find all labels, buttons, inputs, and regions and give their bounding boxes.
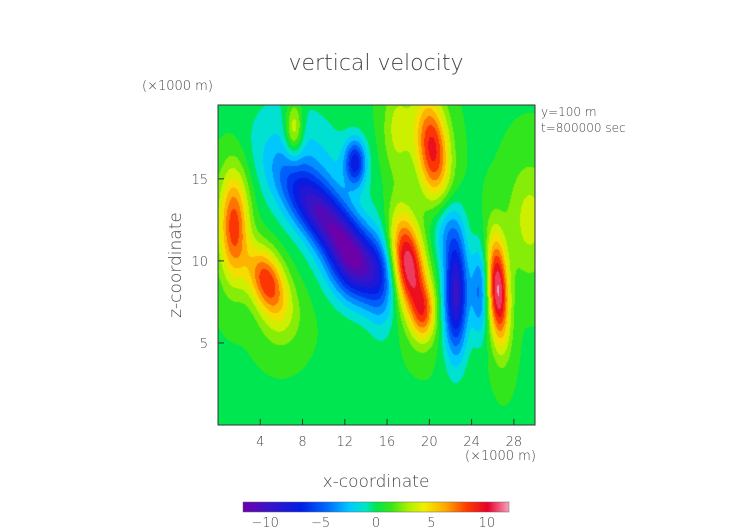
annotation-y: y=100 m	[541, 105, 597, 119]
heatmap-plot	[217, 104, 536, 426]
x-tick-label: 16	[379, 435, 396, 450]
colorbar: −10 −5 0 5 10	[242, 501, 510, 531]
y-tick-label: 10	[191, 255, 208, 270]
colorbar-tick-label: 10	[479, 516, 496, 531]
colorbar-tick-label: 5	[427, 516, 435, 531]
y-axis-ticks: 5 10 15	[191, 173, 224, 352]
colorbar-gradient	[242, 501, 510, 513]
colorbar-tick-label: −5	[311, 516, 330, 531]
heatmap-raster	[218, 105, 535, 425]
colorbar-ticks: −10 −5 0 5 10	[251, 516, 495, 531]
x-tick-label: 4	[256, 435, 264, 450]
x-tick-label: 20	[421, 435, 438, 450]
x-axis-label: x-coordinate	[323, 472, 430, 492]
x-tick-label: 12	[337, 435, 354, 450]
y-tick-label: 5	[200, 337, 208, 352]
y-tick-label: 15	[191, 173, 208, 188]
x-tick-label: 8	[298, 435, 306, 450]
x-tick-label: 28	[506, 435, 523, 450]
plot-frame	[217, 104, 536, 426]
y-axis-label: z-coordinate	[166, 212, 186, 318]
x-unit-label: (×1000 m)	[465, 449, 536, 464]
x-tick-label: 24	[463, 435, 480, 450]
y-unit-label: (×1000 m)	[142, 79, 213, 94]
chart-title: vertical velocity	[288, 51, 463, 76]
colorbar-tick-label: −10	[251, 516, 278, 531]
annotation-time: t=800000 sec	[541, 121, 626, 135]
x-axis-ticks: 4 8 12 16 20 24 28	[256, 419, 522, 450]
colorbar-tick-label: 0	[372, 516, 380, 531]
